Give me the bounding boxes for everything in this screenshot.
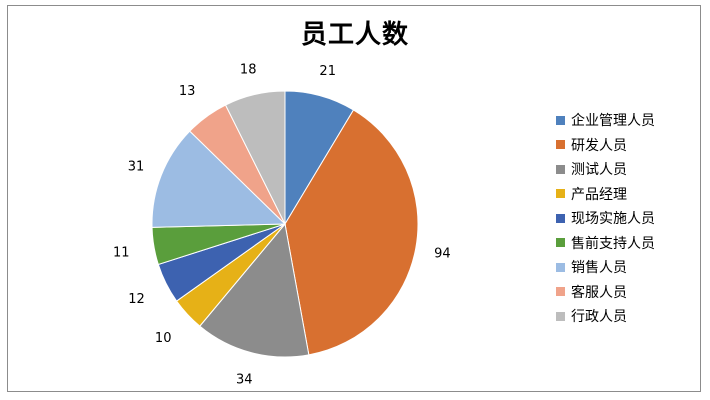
legend-swatch [556,238,565,248]
data-label-6: 11 [113,246,130,261]
legend-swatch [556,189,565,199]
legend-item-3: 测试人员 [556,157,706,182]
legend-label: 企业管理人员 [571,113,655,130]
legend-swatch [556,164,565,174]
legend-item-2: 研发人员 [556,133,706,158]
legend-item-4: 产品经理 [556,182,706,207]
pie-data-labels: 21 94 34 10 12 11 31 13 18 [113,62,451,387]
data-label-2: 94 [434,247,451,262]
chart-title: 员工人数 [300,20,409,50]
legend-label: 销售人员 [571,260,627,277]
pie-slice-2 [284,109,419,356]
legend-swatch [556,262,565,272]
legend-swatch [556,140,565,150]
legend-item-8: 客服人员 [556,280,706,305]
legend-swatch [556,213,565,223]
pie-slice-9 [224,90,286,225]
data-label-1: 21 [319,64,336,79]
legend-item-6: 售前支持人员 [556,231,706,256]
legend-item-9: 行政人员 [556,304,706,329]
legend-label: 产品经理 [571,186,627,203]
data-label-4: 10 [155,331,172,346]
legend-swatch [556,311,565,321]
legend-label: 售前支持人员 [571,235,655,252]
data-label-9: 18 [240,62,257,77]
data-label-3: 34 [236,373,253,388]
legend-label: 测试人员 [571,162,627,179]
legend-label: 客服人员 [571,284,627,301]
legend-swatch [556,287,565,297]
pie-slice-3 [199,222,310,358]
legend-swatch [556,115,565,125]
legend-item-1: 企业管理人员 [556,108,706,133]
legend-item-5: 现场实施人员 [556,206,706,231]
pie-slices [151,90,419,358]
legend-item-7: 销售人员 [556,255,706,280]
legend-label: 研发人员 [571,137,627,154]
legend-label: 行政人员 [571,309,627,326]
legend-label: 现场实施人员 [571,211,655,228]
data-label-8: 13 [179,84,196,99]
data-label-5: 12 [128,292,145,307]
data-label-7: 31 [128,160,145,175]
legend: 企业管理人员 研发人员测试人员产品经理现场实施人员 售前支持人员 销售人员客服人员行政… [556,108,706,329]
pie-slice-7 [151,130,287,228]
